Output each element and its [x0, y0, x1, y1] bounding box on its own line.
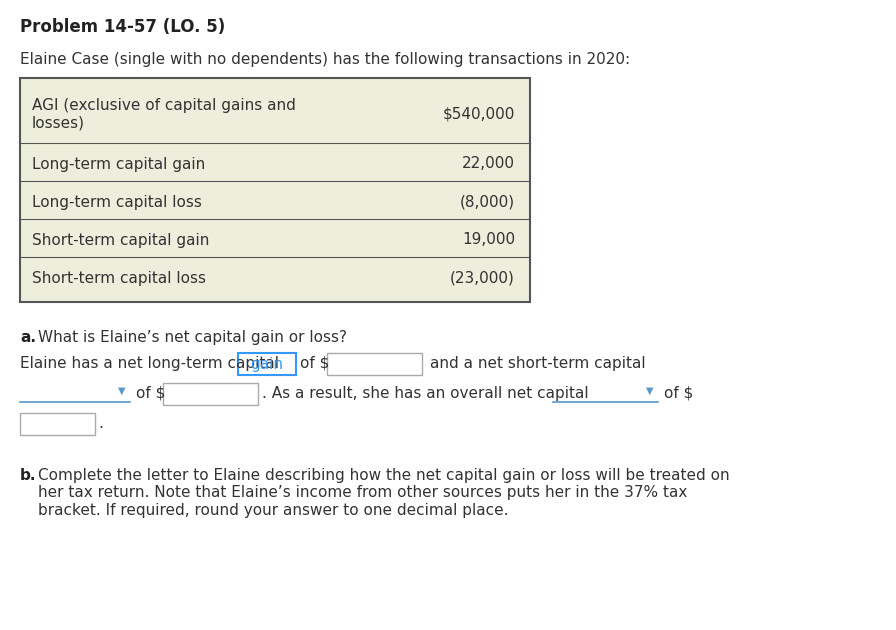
Bar: [327, 353, 422, 375]
Text: (8,000): (8,000): [460, 195, 515, 210]
Text: b.: b.: [20, 468, 37, 483]
Text: ▼: ▼: [646, 386, 654, 396]
Text: gain: gain: [250, 357, 283, 372]
Text: Long-term capital loss: Long-term capital loss: [32, 195, 202, 210]
Text: . As a result, she has an overall net capital: . As a result, she has an overall net ca…: [263, 386, 589, 401]
Text: .: .: [98, 416, 103, 431]
Text: ▼: ▼: [118, 386, 125, 396]
Text: 22,000: 22,000: [462, 156, 515, 171]
Text: Problem 14-57 (LO. 5): Problem 14-57 (LO. 5): [20, 18, 225, 36]
Text: of $: of $: [136, 386, 166, 401]
Bar: [238, 353, 296, 375]
Text: Elaine Case (single with no dependents) has the following transactions in 2020:: Elaine Case (single with no dependents) …: [20, 52, 630, 67]
Text: Elaine has a net long-term capital: Elaine has a net long-term capital: [20, 356, 279, 371]
Text: (23,000): (23,000): [450, 270, 515, 285]
Text: a.: a.: [20, 330, 36, 345]
Text: $540,000: $540,000: [443, 106, 515, 122]
Text: of $: of $: [664, 386, 694, 401]
Text: and a net short-term capital: and a net short-term capital: [430, 356, 646, 371]
Bar: [20, 78, 530, 302]
Text: Long-term capital gain: Long-term capital gain: [32, 156, 205, 171]
Text: 19,000: 19,000: [461, 232, 515, 248]
Text: AGI (exclusive of capital gains and
losses): AGI (exclusive of capital gains and loss…: [32, 98, 296, 130]
Text: Complete the letter to Elaine describing how the net capital gain or loss will b: Complete the letter to Elaine describing…: [38, 468, 729, 518]
Text: Short-term capital gain: Short-term capital gain: [32, 232, 210, 248]
Bar: [20, 413, 95, 435]
Text: of $: of $: [300, 356, 329, 371]
Bar: [163, 383, 258, 405]
Text: What is Elaine’s net capital gain or loss?: What is Elaine’s net capital gain or los…: [38, 330, 347, 345]
Text: Short-term capital loss: Short-term capital loss: [32, 270, 206, 285]
